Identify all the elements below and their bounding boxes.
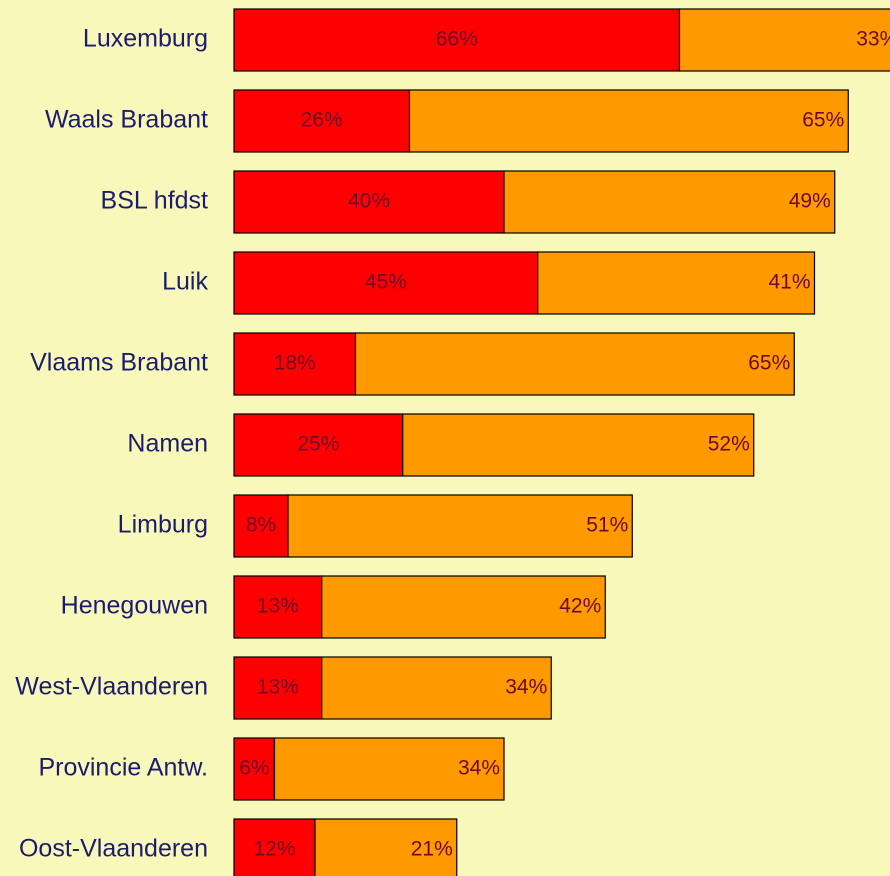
value-label: 52% [708, 433, 750, 456]
bar-segment [233, 575, 323, 639]
value-label: 8% [246, 514, 276, 537]
value-label: 34% [458, 757, 500, 780]
bar-segment [233, 89, 411, 153]
category-label: Vlaams Brabant [30, 349, 208, 377]
bar-segment [233, 737, 276, 801]
category-label: Namen [127, 430, 208, 458]
bar-segment [233, 656, 323, 720]
category-label: BSL hfdst [101, 187, 209, 215]
bar-segment [233, 251, 539, 315]
bar-segment [321, 656, 552, 720]
category-label: Limburg [118, 511, 208, 539]
value-label: 66% [436, 28, 478, 51]
bar-segment [537, 251, 816, 315]
value-label: 42% [559, 595, 601, 618]
category-label: Oost-Vlaanderen [19, 835, 208, 863]
value-label: 33% [856, 28, 890, 51]
value-label: 45% [365, 271, 407, 294]
category-label: Luxemburg [83, 25, 208, 53]
category-label: Provincie Antw. [38, 754, 208, 782]
bar-segment [233, 332, 357, 396]
category-label: Henegouwen [61, 592, 208, 620]
category-label: Waals Brabant [45, 106, 208, 134]
value-label: 25% [297, 433, 339, 456]
value-label: 13% [257, 595, 299, 618]
category-label: Luik [162, 268, 208, 296]
value-label: 13% [257, 676, 299, 699]
bar-segment [233, 170, 505, 234]
bar-segment [287, 494, 633, 558]
value-label: 34% [505, 676, 547, 699]
bar-segment [408, 89, 849, 153]
value-label: 18% [274, 352, 316, 375]
value-label: 49% [789, 190, 831, 213]
bar-segment [233, 8, 681, 72]
value-label: 41% [768, 271, 810, 294]
bar-segment [273, 737, 505, 801]
bar-segment [354, 332, 795, 396]
bar-segment [314, 818, 458, 876]
bar-segment [678, 8, 890, 72]
value-label: 6% [239, 757, 269, 780]
category-label: West-Vlaanderen [15, 673, 208, 701]
bar-segment [321, 575, 606, 639]
value-label: 65% [748, 352, 790, 375]
value-label: 21% [411, 838, 453, 861]
bar-segment [402, 413, 755, 477]
value-label: 26% [301, 109, 343, 132]
bar-segment [503, 170, 836, 234]
value-label: 40% [348, 190, 390, 213]
value-label: 12% [253, 838, 295, 861]
value-label: 51% [586, 514, 628, 537]
value-label: 65% [802, 109, 844, 132]
